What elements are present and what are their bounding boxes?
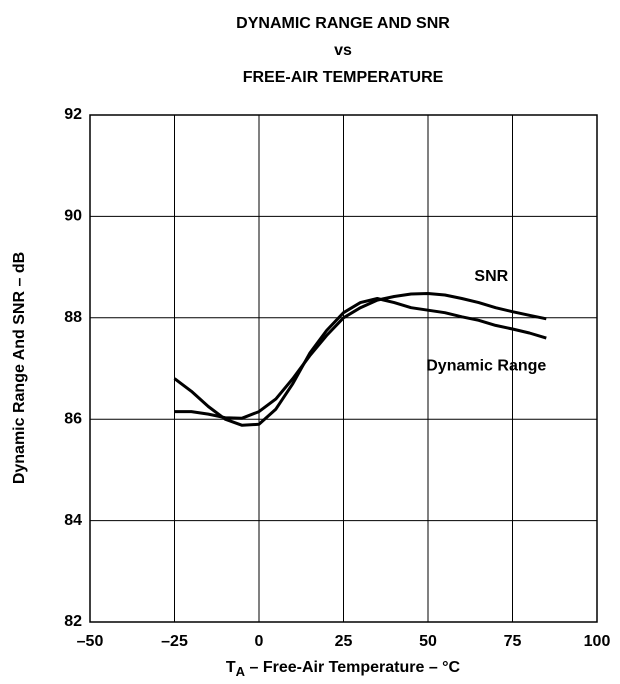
y-tick-label: 86 — [64, 410, 82, 427]
plot-frame — [89, 114, 598, 623]
series-label: SNR — [474, 268, 508, 285]
x-tick-label: –50 — [77, 633, 104, 650]
y-axis-label: Dynamic Range And SNR – dB — [11, 252, 28, 484]
x-axis-label-part: T — [226, 659, 236, 676]
x-tick-label: 75 — [504, 633, 522, 650]
y-tick-label: 90 — [64, 208, 82, 225]
y-tick-label: 84 — [64, 512, 82, 529]
x-tick-label: 50 — [419, 633, 437, 650]
series-line — [174, 292, 547, 420]
chart-title: DYNAMIC RANGE AND SNR — [236, 15, 450, 32]
y-tick-label: 88 — [64, 309, 82, 326]
x-tick-label: 25 — [335, 633, 353, 650]
x-tick-label: 0 — [255, 633, 264, 650]
chart-title: FREE-AIR TEMPERATURE — [243, 69, 444, 86]
x-tick-label: 100 — [584, 633, 611, 650]
x-axis-label-part: A — [236, 664, 246, 679]
x-axis-label-part: – Free-Air Temperature – °C — [245, 659, 461, 676]
y-tick-label: 82 — [64, 613, 82, 630]
chart-title: vs — [334, 42, 352, 59]
series-line — [173, 297, 547, 427]
x-axis-label: TA – Free-Air Temperature – °C — [226, 659, 461, 679]
y-tick-label: 92 — [64, 106, 82, 123]
x-tick-label: –25 — [161, 633, 188, 650]
series-label: Dynamic Range — [426, 357, 546, 374]
